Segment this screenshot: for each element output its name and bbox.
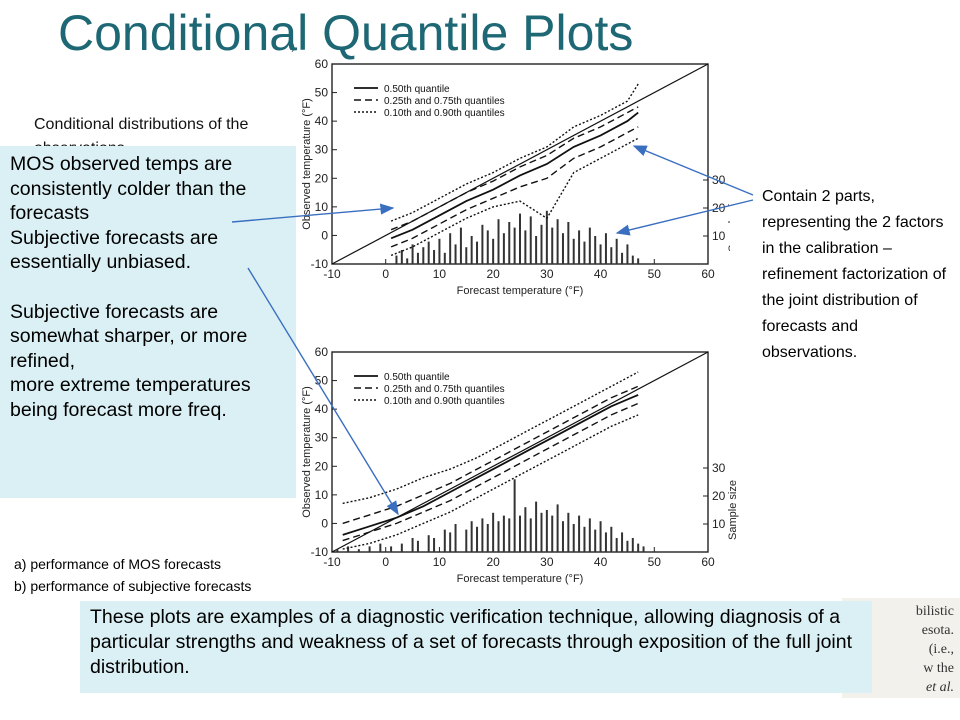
scan-fragment-text: et al.: [926, 680, 954, 695]
scan-fragment-text: esota.: [921, 623, 954, 638]
y-tick-label: 60: [315, 345, 329, 359]
legend-label: 0.50th quantile: [384, 84, 450, 95]
callout-line: MOS observed temps are consistently cold…: [10, 153, 247, 225]
x-tick-label: 40: [594, 267, 608, 281]
y-tick-label: 60: [315, 57, 329, 71]
panel-captions: a) performance of MOS forecasts b) perfo…: [14, 553, 251, 597]
quantile-line: [390, 111, 639, 240]
quantile-line: [342, 402, 639, 542]
y2-tick-label: 10: [712, 517, 726, 531]
x-tick-label: 40: [594, 555, 608, 569]
y-tick-label: 50: [315, 374, 329, 388]
chart-panel-b: -10 0 10 20 30 40 50 60 -10 0 10 20 30 40 50 60 10 20 30 Fo…: [290, 330, 739, 585]
y-tick-label: 10: [315, 488, 329, 502]
x-axis-label: Forecast temperature (°F): [457, 285, 584, 297]
x-tick-label: 20: [486, 267, 500, 281]
scan-fragment-text: bilistic: [915, 604, 954, 619]
y2-tick-label: 10: [712, 229, 726, 243]
x-tick-label: 20: [486, 555, 500, 569]
x-tick-label: 30: [540, 555, 554, 569]
x-tick-label: -10: [323, 555, 341, 569]
x-tick-label: 0: [382, 267, 389, 281]
quantile-line: [342, 394, 639, 536]
x-tick-label: 50: [648, 555, 662, 569]
x-tick-label: 10: [433, 555, 447, 569]
x-tick-label: 60: [701, 555, 715, 569]
legend-label: 0.10th and 0.90th quantiles: [384, 396, 505, 407]
y2-axis-label: Sample size: [727, 480, 739, 540]
x-tick-label: 30: [540, 267, 554, 281]
quantile-line: [390, 106, 639, 231]
callout-line: Subjective forecasts are essentially unb…: [10, 226, 219, 274]
y-tick-label: 40: [315, 114, 329, 128]
y-tick-label: -10: [311, 257, 329, 271]
two-parts-annotation: Contain 2 parts, representing the 2 fact…: [762, 188, 947, 361]
y-tick-label: 30: [315, 431, 329, 445]
caption-a: a) performance of MOS forecasts: [14, 556, 221, 572]
page-title: Conditional Quantile Plots: [58, 5, 634, 61]
y-tick-label: 20: [315, 171, 329, 185]
scan-fragment-text: (i.e.,: [928, 642, 954, 657]
callout-line: more extreme temperatures being forecast…: [10, 374, 251, 421]
callout-line: Subjective forecasts are somewhat sharpe…: [10, 300, 248, 372]
y2-tick-label: 20: [712, 489, 726, 503]
reference-line: [331, 63, 709, 265]
x-tick-label: 0: [382, 555, 389, 569]
x-tick-label: 10: [433, 267, 447, 281]
y-tick-label: 40: [315, 402, 329, 416]
y2-tick-label: 20: [712, 201, 726, 215]
x-tick-label: 50: [648, 267, 662, 281]
y-tick-label: 10: [315, 200, 329, 214]
y-tick-label: 20: [315, 459, 329, 473]
y-tick-label: 50: [315, 86, 329, 100]
scan-fragment-text: w the: [923, 661, 954, 676]
x-axis-label: Forecast temperature (°F): [457, 573, 584, 585]
chart-panel-a: -10 0 10 20 30 40 50 60-100102030405060102030Fo…: [290, 42, 730, 297]
y2-tick-label: 30: [712, 173, 726, 187]
mos-observations-callout: MOS observed temps are consistently cold…: [0, 146, 296, 498]
y2-tick-label: 30: [712, 461, 726, 475]
diagnostic-summary-callout: These plots are examples of a diagnostic…: [80, 601, 872, 693]
y-axis-label: Observed temperature (°F): [301, 98, 313, 230]
panel-label: a): [290, 42, 295, 53]
y-tick-label: 0: [321, 516, 328, 530]
x-tick-label: 60: [701, 267, 715, 281]
quantile-line: [342, 371, 639, 505]
quantile-line: [342, 414, 639, 550]
legend-label: 0.25th and 0.75th quantiles: [384, 384, 505, 395]
legend-label: 0.50th quantile: [384, 372, 450, 383]
y-tick-label: 0: [321, 228, 328, 242]
y-tick-label: 30: [315, 143, 329, 157]
quantile-line: [390, 83, 639, 222]
quantile-line: [390, 126, 639, 248]
y-axis-label: Observed temperature (°F): [301, 386, 313, 518]
y2-axis-label: Sample size: [727, 192, 730, 252]
caption-b: b) performance of subjective forecasts: [14, 578, 252, 594]
y-tick-label: -10: [311, 545, 329, 559]
legend-label: 0.25th and 0.75th quantiles: [384, 96, 505, 107]
quantile-line: [342, 385, 639, 525]
quantile-line: [390, 137, 639, 257]
legend-label: 0.10th and 0.90th quantiles: [384, 108, 505, 119]
